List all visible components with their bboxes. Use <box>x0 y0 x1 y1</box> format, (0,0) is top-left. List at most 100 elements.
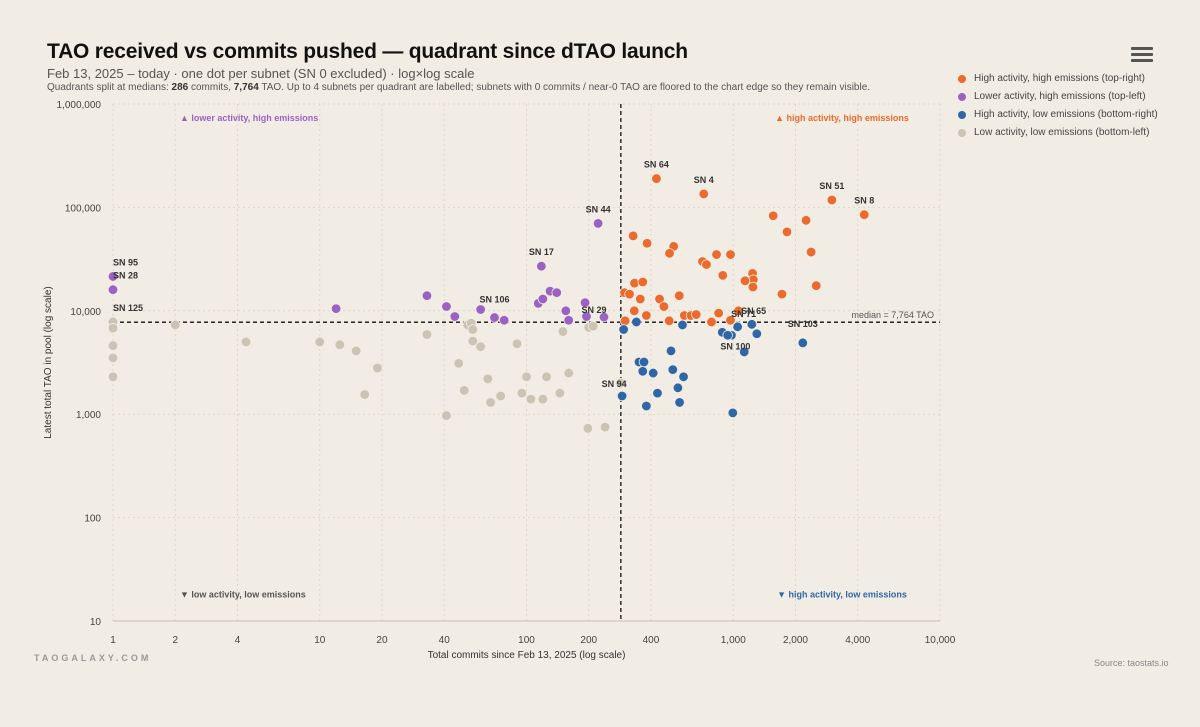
data-point <box>475 304 486 315</box>
data-point <box>859 209 870 220</box>
data-point <box>691 309 702 320</box>
legend-label: Low activity, low emissions (bottom-left… <box>974 127 1150 138</box>
data-point <box>525 393 537 405</box>
data-label: SN 29 <box>581 305 606 315</box>
data-point <box>722 330 733 341</box>
x-tick-label: 4 <box>235 635 241 646</box>
data-point <box>739 346 750 358</box>
x-tick-label: 100 <box>518 635 535 646</box>
note-mid: commits, <box>188 82 234 93</box>
x-tick-label: 4,000 <box>845 635 870 646</box>
data-point <box>599 421 611 433</box>
data-point <box>441 410 452 421</box>
data-point <box>107 352 119 364</box>
data-point <box>638 356 650 368</box>
data-point <box>618 324 629 335</box>
data-point <box>781 226 793 238</box>
hamburger-menu-icon[interactable] <box>1131 47 1153 65</box>
legend-label: High activity, low emissions (bottom-rig… <box>974 109 1158 120</box>
data-point <box>541 371 552 382</box>
data-point <box>587 320 599 332</box>
data-point <box>516 387 528 399</box>
data-point <box>421 329 433 340</box>
y-tick-label: 100 <box>84 514 101 525</box>
legend-dot <box>958 74 966 83</box>
data-point <box>482 373 494 384</box>
data-label: SN 71 <box>731 309 756 319</box>
legend-label: Lower activity, high emissions (top-left… <box>974 91 1146 102</box>
data-point <box>557 326 569 337</box>
data-point <box>467 335 479 347</box>
x-tick-label: 1 <box>110 635 116 646</box>
data-point <box>449 311 461 322</box>
data-point <box>739 275 751 287</box>
data-point <box>698 188 709 200</box>
data-point <box>536 260 547 272</box>
data-point <box>498 315 510 326</box>
data-point <box>805 246 817 258</box>
data-label: SN 64 <box>644 160 669 170</box>
data-point <box>637 366 648 377</box>
data-point <box>170 319 181 331</box>
data-point <box>674 397 685 408</box>
legend-dot <box>958 110 966 119</box>
data-label: SN 125 <box>113 303 143 313</box>
median-label: median = 7,764 TAO <box>852 310 934 320</box>
data-point <box>592 218 604 229</box>
legend-item-bottom-right[interactable]: High activity, low emissions (bottom-rig… <box>958 109 1158 120</box>
data-point <box>713 307 724 319</box>
data-label: SN 51 <box>819 181 844 191</box>
data-point <box>475 341 486 352</box>
y-axis-title: Latest total TAO in pool (log scale) <box>43 286 54 439</box>
data-point <box>511 338 523 349</box>
data-label: SN 17 <box>529 247 554 257</box>
data-point <box>641 400 652 412</box>
data-point <box>672 382 684 394</box>
data-point <box>665 345 677 357</box>
data-point <box>551 287 562 298</box>
data-point <box>107 322 119 334</box>
data-label: SN 94 <box>602 379 627 389</box>
y-tick-label: 10 <box>90 617 102 628</box>
data-point <box>725 315 736 326</box>
quadrant-annotation: ▼ high activity, low emissions <box>777 589 907 599</box>
note-prefix: Quadrants split at medians: <box>47 82 172 93</box>
data-label: SN 103 <box>788 319 818 329</box>
data-point <box>678 371 689 382</box>
data-label: SN 44 <box>586 204 611 214</box>
data-point <box>314 336 325 348</box>
data-label: SN 28 <box>113 271 138 281</box>
legend-item-bottom-left[interactable]: Low activity, low emissions (bottom-left… <box>958 127 1158 138</box>
data-point <box>560 305 572 317</box>
data-point <box>537 293 549 305</box>
x-tick-label: 20 <box>376 635 388 646</box>
data-point <box>725 249 736 260</box>
quadrant-annotation: ▼ low activity, low emissions <box>180 589 306 599</box>
data-point <box>797 337 809 349</box>
data-point <box>706 316 717 328</box>
data-label: SN 4 <box>694 175 714 185</box>
data-point <box>489 312 500 323</box>
legend-dot <box>958 128 966 137</box>
legend-item-top-left[interactable]: Lower activity, high emissions (top-left… <box>958 91 1158 102</box>
legend-item-top-right[interactable]: High activity, high emissions (top-right… <box>958 73 1158 84</box>
data-point <box>629 305 640 317</box>
data-point <box>637 276 648 288</box>
quadrant-annotation: ▲ lower activity, high emissions <box>180 113 318 123</box>
data-point <box>663 315 675 327</box>
data-point <box>334 339 345 350</box>
x-tick-label: 10,000 <box>925 635 956 646</box>
data-point <box>537 393 549 405</box>
data-point <box>624 288 635 300</box>
note-suffix: TAO. Up to 4 subnets per quadrant are la… <box>258 82 871 93</box>
data-point <box>240 336 252 348</box>
data-point <box>563 315 574 326</box>
data-point <box>658 301 670 312</box>
note-commits-value: 286 <box>171 82 189 93</box>
y-tick-label: 10,000 <box>70 307 101 318</box>
x-tick-label: 2 <box>172 635 178 646</box>
data-point <box>616 390 628 402</box>
data-label: SN 100 <box>720 341 750 351</box>
data-point <box>554 387 566 399</box>
